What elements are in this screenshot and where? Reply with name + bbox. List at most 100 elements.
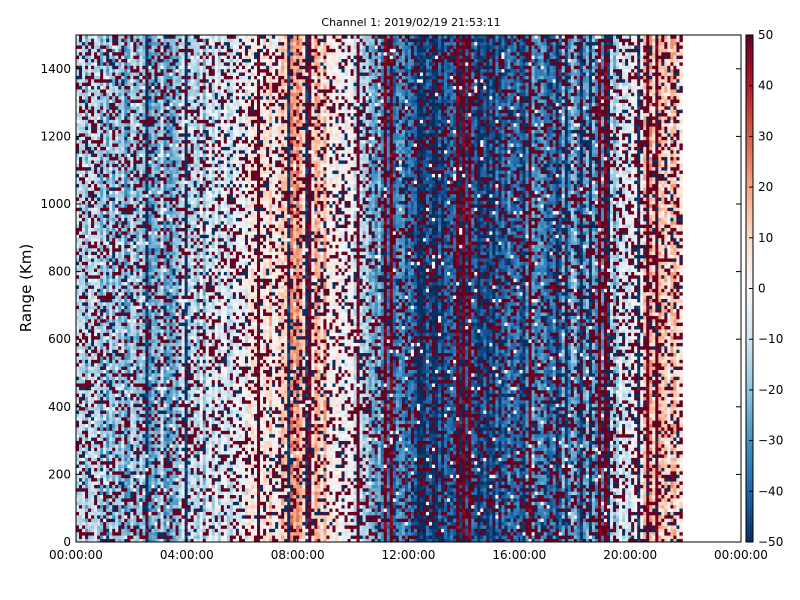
- heatmap-cell: [631, 518, 634, 522]
- heatmap-cell: [257, 498, 260, 502]
- heatmap-cell: [649, 478, 652, 482]
- heatmap-cell: [592, 525, 595, 529]
- heatmap-cell: [538, 515, 541, 519]
- heatmap-cell: [375, 474, 378, 478]
- heatmap-cell: [363, 478, 366, 482]
- heatmap-cell: [103, 491, 106, 495]
- heatmap-cell: [447, 532, 450, 536]
- heatmap-cell: [263, 518, 266, 522]
- heatmap-cell: [655, 505, 658, 509]
- heatmap-cell: [305, 525, 308, 529]
- heatmap-cell: [423, 485, 426, 489]
- heatmap-cell: [547, 522, 550, 526]
- heatmap-cell: [176, 515, 179, 519]
- heatmap-cell: [447, 488, 450, 492]
- heatmap-cell: [112, 478, 115, 482]
- heatmap-cell: [314, 505, 317, 509]
- heatmap-cell: [384, 535, 387, 539]
- heatmap-cell: [517, 488, 520, 492]
- heatmap-cell: [562, 525, 565, 529]
- heatmap-cell: [103, 515, 106, 519]
- heatmap-cell: [221, 522, 224, 526]
- heatmap-cell: [492, 474, 495, 478]
- heatmap-cell: [100, 532, 103, 536]
- heatmap-cell: [538, 508, 541, 512]
- heatmap-cell: [507, 522, 510, 526]
- heatmap-cell: [577, 495, 580, 499]
- heatmap-cell: [390, 525, 393, 529]
- heatmap-cell: [173, 515, 176, 519]
- heatmap-cell: [556, 528, 559, 532]
- heatmap-cell: [197, 495, 200, 499]
- heatmap-cell: [592, 498, 595, 502]
- heatmap-cell: [471, 501, 474, 505]
- heatmap-cell: [76, 485, 79, 489]
- heatmap-cell: [492, 491, 495, 495]
- heatmap-cell: [610, 518, 613, 522]
- heatmap-cell: [121, 518, 124, 522]
- heatmap-cell: [164, 474, 167, 478]
- heatmap-cell: [130, 508, 133, 512]
- heatmap-cell: [447, 495, 450, 499]
- heatmap-cell: [269, 488, 272, 492]
- heatmap-cell: [402, 518, 405, 522]
- heatmap-cell: [302, 501, 305, 505]
- heatmap-cell: [468, 498, 471, 502]
- heatmap-cell: [227, 532, 230, 536]
- heatmap-cell: [384, 515, 387, 519]
- heatmap-cell: [453, 501, 456, 505]
- heatmap-cell: [670, 522, 673, 526]
- heatmap-cell: [435, 535, 438, 539]
- heatmap-cell: [432, 491, 435, 495]
- heatmap-cell: [94, 485, 97, 489]
- heatmap-cell: [607, 495, 610, 499]
- heatmap-cell: [194, 525, 197, 529]
- heatmap-cell: [91, 535, 94, 539]
- heatmap-cell: [559, 505, 562, 509]
- heatmap-cell: [206, 505, 209, 509]
- heatmap-cell: [679, 535, 682, 539]
- heatmap-cell: [197, 518, 200, 522]
- heatmap-cell: [456, 515, 459, 519]
- heatmap-cell: [326, 495, 329, 499]
- heatmap-cell: [450, 532, 453, 536]
- heatmap-cell: [314, 501, 317, 505]
- heatmap-cell: [658, 474, 661, 478]
- heatmap-cell: [420, 505, 423, 509]
- heatmap-cell: [562, 491, 565, 495]
- heatmap-cell: [405, 505, 408, 509]
- heatmap-cell: [76, 495, 79, 499]
- heatmap-cell: [613, 505, 616, 509]
- heatmap-cell: [652, 481, 655, 485]
- heatmap-cell: [607, 481, 610, 485]
- heatmap-cell: [236, 535, 239, 539]
- heatmap-cell: [507, 498, 510, 502]
- heatmap-cell: [167, 535, 170, 539]
- heatmap-cell: [640, 481, 643, 485]
- heatmap-cell: [501, 488, 504, 492]
- heatmap-cell: [601, 528, 604, 532]
- heatmap-cell: [248, 505, 251, 509]
- heatmap-cell: [239, 515, 242, 519]
- heatmap-cell: [296, 498, 299, 502]
- heatmap-cell: [676, 495, 679, 499]
- heatmap-cell: [323, 485, 326, 489]
- heatmap-cell: [170, 508, 173, 512]
- heatmap-cell: [372, 525, 375, 529]
- heatmap-cell: [501, 535, 504, 539]
- heatmap-cell: [366, 488, 369, 492]
- heatmap-cell: [628, 498, 631, 502]
- heatmap-cell: [85, 501, 88, 505]
- heatmap-cell: [299, 508, 302, 512]
- heatmap-cell: [254, 518, 257, 522]
- heatmap-cell: [423, 501, 426, 505]
- heatmap-cell: [622, 485, 625, 489]
- heatmap-cell: [396, 474, 399, 478]
- heatmap-cell: [465, 532, 468, 536]
- heatmap-cell: [652, 498, 655, 502]
- heatmap-cell: [571, 505, 574, 509]
- heatmap-cell: [299, 498, 302, 502]
- heatmap-cell: [254, 522, 257, 526]
- heatmap-cell: [432, 518, 435, 522]
- heatmap-cell: [634, 508, 637, 512]
